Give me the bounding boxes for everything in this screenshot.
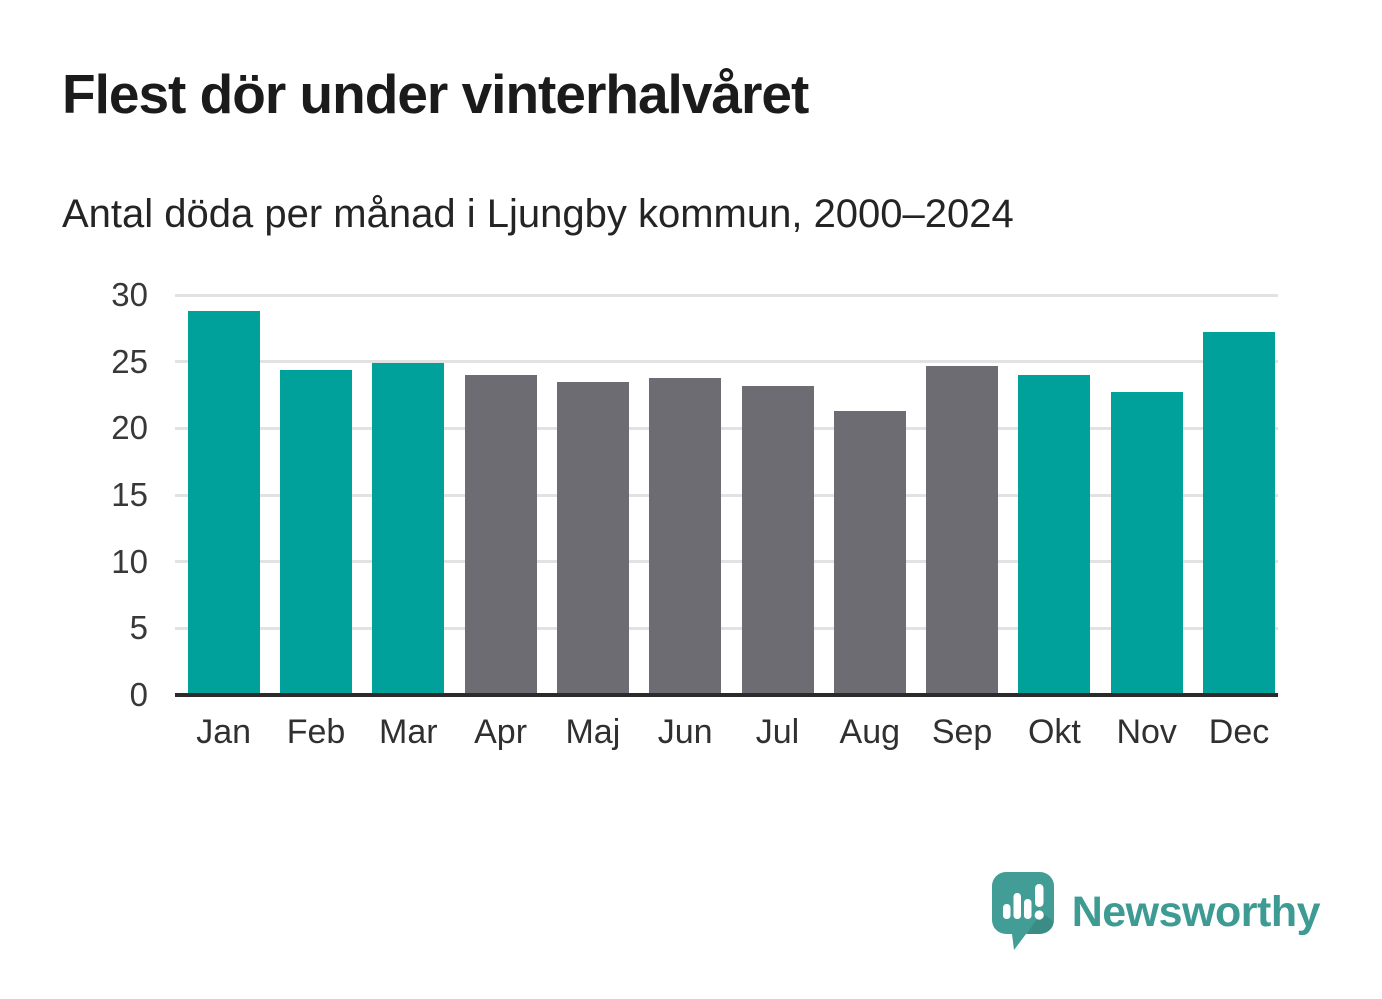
y-tick-label-5: 5 [129,609,148,647]
y-tick-label-10: 10 [111,542,148,580]
x-tick-label-jul: Jul [755,713,800,751]
y-tick-label-25: 25 [111,342,148,380]
x-tick-label-mar: Mar [379,713,438,751]
x-tick-label-jun: Jun [657,713,713,751]
x-tick-label-feb: Feb [286,713,346,751]
x-tick-label-jan: Jan [196,713,252,751]
y-tick-label-15: 15 [111,476,148,513]
x-axis: Jan Feb Mar Apr Maj Jun Jul Aug Sep Okt Nov Dec [175,713,1278,773]
gridline-y-15 [175,493,1278,497]
bar-nov [1110,392,1183,695]
x-tick-label-nov: Nov [1116,713,1177,751]
y-axis: 0 5 10 15 20 25 30 [0,277,148,713]
chart-subtitle: Antal döda per månad i Ljungby kommun, 2… [62,192,1014,236]
bar-jan [187,311,260,695]
gridline-y-10 [175,560,1278,564]
bar-feb [280,369,352,695]
y-tick-label-30: 30 [111,276,148,313]
chart-title: Flest dör under vinterhalvåret [62,63,809,125]
gridline-y-25 [175,360,1278,364]
bar-aug [833,411,906,695]
y-tick-label-20: 20 [111,409,148,447]
bar-dec [1203,332,1275,695]
x-tick-label-maj: Maj [565,713,621,751]
x-tick-label-aug: Aug [839,713,901,751]
y-tick-label-0: 0 [129,676,148,713]
bar-jul [741,385,814,695]
bar-jun [649,377,722,695]
brand-name: Newsworthy [1071,887,1321,936]
bar-apr [464,375,537,695]
gridline-y-5 [175,626,1278,630]
bar-maj [556,381,629,695]
x-tick-label-okt: Okt [1027,713,1081,751]
gridline-y-20 [175,426,1278,430]
bar-sep [926,365,999,695]
newsworthy-logo-icon [991,872,1054,950]
gridline-y-30 [175,293,1278,297]
bar-okt [1018,375,1091,695]
x-tick-label-dec: Dec [1208,713,1270,751]
x-axis-line [175,693,1278,697]
brand-footer: Newsworthy [991,872,1321,952]
x-tick-label-sep: Sep [931,713,993,751]
x-tick-label-apr: Apr [474,713,528,751]
plot-area [175,293,1278,697]
bar-mar [372,363,445,695]
